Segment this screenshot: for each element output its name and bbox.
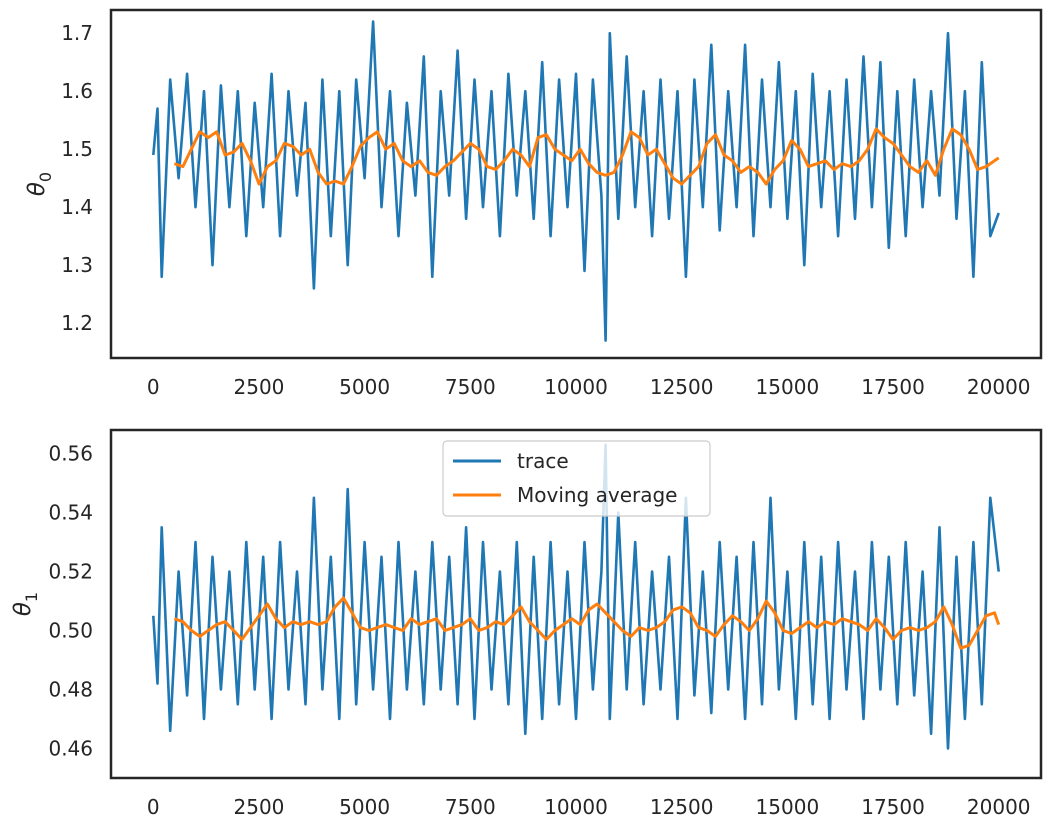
chart-panel-0: 0 2500 5000 7500 10000 12500 15000 17500 20000 1.…: [24, 8, 1043, 399]
y-axis-label-subscript: 0: [36, 172, 55, 182]
y-tick-label: 0.52: [48, 560, 93, 584]
x-tick-label: 15000: [756, 795, 820, 819]
x-tick-label: 5000: [339, 375, 390, 399]
x-tick-label: 7500: [445, 795, 496, 819]
plot-frame: [109, 8, 1043, 360]
plot-frame: [109, 428, 1043, 780]
y-tick-label: 1.3: [61, 253, 93, 277]
y-tick-label: 0.54: [48, 501, 93, 525]
x-tick-label: 12500: [650, 795, 714, 819]
x-tick-label: 15000: [756, 375, 820, 399]
y-tick-label: 0.56: [48, 442, 93, 466]
x-tick-label: 17500: [861, 795, 925, 819]
y-tick-label: 1.2: [61, 311, 93, 335]
series-group: [152, 20, 1000, 342]
y-axis-label-subscript: 1: [22, 592, 41, 602]
y-tick-label: 0.46: [48, 737, 93, 761]
y-axis-label-symbol: θ: [24, 182, 50, 196]
y-axis-label: θ0: [24, 172, 55, 196]
y-tick-label: 1.7: [61, 21, 93, 45]
x-tick-label: 20000: [967, 795, 1031, 819]
series-group: [152, 443, 1001, 750]
x-tick-label: 2500: [234, 795, 285, 819]
y-axis-label-symbol: θ: [10, 602, 36, 616]
legend: trace Moving average: [442, 440, 711, 517]
legend-label: trace: [517, 449, 569, 473]
x-tick-label: 5000: [339, 795, 390, 819]
x-tick-label: 20000: [967, 375, 1031, 399]
x-tick-label: 0: [147, 375, 160, 399]
legend-box: [442, 440, 711, 517]
legend-label: Moving average: [517, 483, 678, 507]
series-line-trace: [152, 20, 1000, 342]
x-tick-label: 2500: [234, 375, 285, 399]
series-line-moving-average: [173, 127, 1000, 186]
x-tick-label: 7500: [445, 375, 496, 399]
y-tick-label: 1.4: [61, 195, 93, 219]
y-tick-label: 0.48: [48, 678, 93, 702]
chart-panel-1: 0 2500 5000 7500 10000 12500 15000 17500 20000 0.…: [10, 428, 1043, 819]
y-tick-label: 1.5: [61, 137, 93, 161]
x-tick-label: 12500: [650, 375, 714, 399]
y-tick-label: 1.6: [61, 79, 93, 103]
series-line-trace: [152, 443, 1000, 750]
x-tick-label: 0: [147, 795, 160, 819]
x-tick-label: 17500: [861, 375, 925, 399]
x-tick-label: 10000: [544, 375, 608, 399]
y-tick-label: 0.50: [48, 619, 93, 643]
x-tick-label: 10000: [544, 795, 608, 819]
series-line-moving-average: [173, 596, 1001, 650]
y-axis-label: θ1: [10, 592, 41, 616]
